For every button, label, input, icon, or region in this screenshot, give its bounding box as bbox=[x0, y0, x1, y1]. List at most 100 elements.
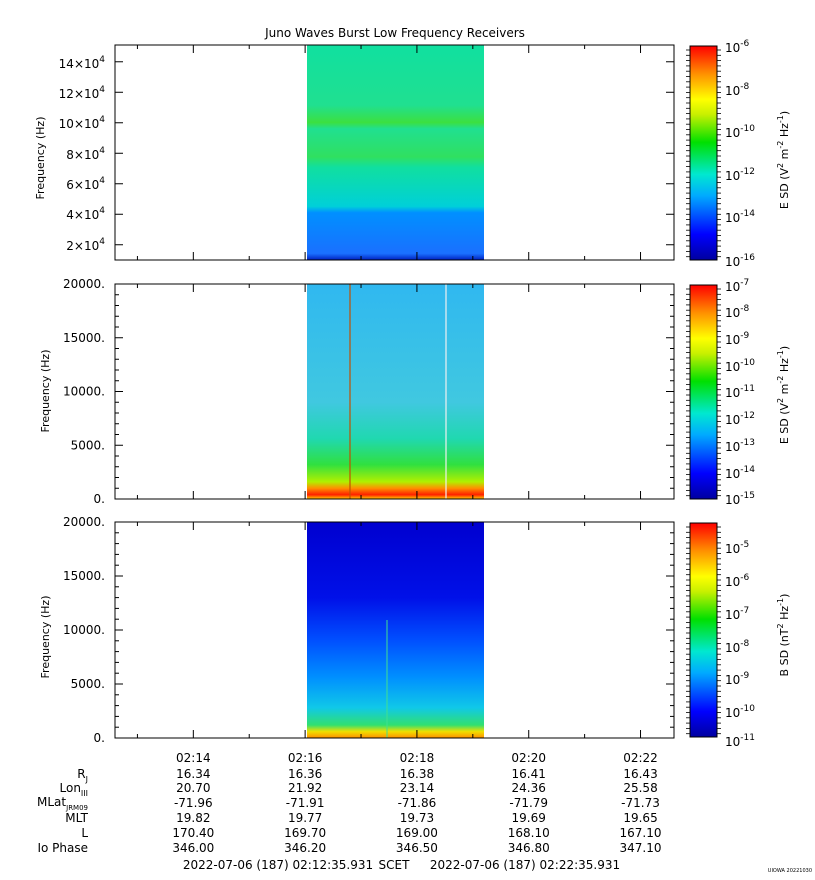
ephemeris-value: 25.58 bbox=[623, 781, 657, 795]
y-tick-label: 20000. bbox=[63, 515, 105, 529]
panel-1-frame bbox=[114, 44, 675, 261]
panel-3-y-ticks: 0. 5000. 10000. 15000. 20000. bbox=[63, 515, 105, 745]
ephemeris-value: -71.96 bbox=[174, 796, 213, 810]
y-tick-label: 0. bbox=[94, 731, 105, 745]
colorbar-3-tick: 10-9 bbox=[725, 671, 750, 687]
panel-1-ytick: 2×104 bbox=[66, 237, 105, 253]
ephemeris-value: 21.92 bbox=[288, 781, 322, 795]
ephemeris-value: -71.79 bbox=[509, 796, 548, 810]
colorbar-3-tick: 10-10 bbox=[725, 704, 755, 720]
colorbar-2-scale bbox=[689, 284, 718, 500]
ephemeris-value: 346.20 bbox=[284, 841, 326, 855]
panel-1-y-ticks: 2×104 4×104 6×104 8×104 10×104 12×104 14… bbox=[59, 55, 106, 253]
colorbar-3-scale bbox=[689, 522, 718, 738]
colorbar-2-tick: 10-13 bbox=[725, 438, 755, 454]
y-tick-label: 5000. bbox=[71, 438, 105, 452]
colorbar-3-label: B SD (nT2 Hz-1) bbox=[776, 594, 791, 677]
y-tick-label: 15000. bbox=[63, 569, 105, 583]
ephemeris-value: 20.70 bbox=[176, 781, 210, 795]
colorbar-3-tick: 10-8 bbox=[725, 639, 750, 655]
ephemeris-value: 16.43 bbox=[623, 767, 657, 781]
colorbar-1: 10-6 10-8 10-10 10-12 10-14 10-16 E SD (… bbox=[689, 39, 791, 269]
ephemeris-value: 16.34 bbox=[176, 767, 210, 781]
ephemeris-value: 19.65 bbox=[623, 811, 657, 825]
colorbar-3-tick: 10-6 bbox=[725, 573, 750, 589]
institution-stamp: UIOWA 20221030 bbox=[768, 868, 812, 874]
colorbar-2-label: E SD (V2 m-2 Hz-1) bbox=[776, 346, 791, 444]
time-tick-label: 02:20 bbox=[511, 751, 546, 765]
panel-1-spectrogram bbox=[307, 45, 484, 260]
ephemeris-value: -71.73 bbox=[621, 796, 660, 810]
colorbar-2-tick: 10-15 bbox=[725, 491, 755, 507]
y-tick-label: 15000. bbox=[63, 331, 105, 345]
ephemeris-value: 170.40 bbox=[172, 826, 214, 840]
panel-1-ytick: 14×104 bbox=[59, 55, 106, 71]
colorbar-2-tick: 10-9 bbox=[725, 331, 750, 347]
colorbar-3-tick: 10-11 bbox=[725, 733, 755, 749]
footer-start: 2022-07-06 (187) 02:12:35.931 bbox=[183, 858, 373, 872]
ephemeris-value: 24.36 bbox=[512, 781, 546, 795]
panel-2: Frequency (Hz) bbox=[39, 283, 675, 500]
panel-3-spectrogram bbox=[307, 522, 484, 738]
colorbar-3: 10-5 10-6 10-7 10-8 10-9 10-10 10-11 B S… bbox=[689, 522, 791, 749]
panel-2-y-ticks: 0. 5000. 10000. 15000. 20000. bbox=[63, 277, 105, 506]
ephemeris-value: 168.10 bbox=[508, 826, 550, 840]
ephemeris-value: 346.50 bbox=[396, 841, 438, 855]
ephemeris-value: 23.14 bbox=[400, 781, 434, 795]
time-tick-label: 02:22 bbox=[623, 751, 658, 765]
ephemeris-value: 19.73 bbox=[400, 811, 434, 825]
colorbar-1-tick: 10-8 bbox=[725, 82, 750, 98]
panel-3: Frequency (Hz) bbox=[39, 521, 675, 739]
time-tick-label: 02:18 bbox=[400, 751, 435, 765]
colorbar-1-tick: 10-16 bbox=[725, 253, 755, 269]
colorbar-1-tick: 10-14 bbox=[725, 209, 755, 225]
ephemeris-value: 19.69 bbox=[512, 811, 546, 825]
ephemeris-value: 169.70 bbox=[284, 826, 326, 840]
ephem-label-io: Io Phase bbox=[37, 841, 88, 855]
ephemeris-value: -71.91 bbox=[286, 796, 325, 810]
panel-1-ytick: 8×104 bbox=[66, 146, 105, 162]
y-tick-label: 10000. bbox=[63, 385, 105, 399]
panel-1-ytick: 10×104 bbox=[59, 115, 106, 131]
time-axis-labels: 02:14 02:16 02:18 02:20 02:22 bbox=[176, 751, 658, 765]
ephemeris-labels: RJ LonIII MLatJRM09 MLT L Io Phase bbox=[37, 767, 89, 855]
ephem-label-mlt: MLT bbox=[65, 811, 88, 825]
colorbar-2: 10-7 10-8 10-9 10-10 10-11 10-12 10-13 1… bbox=[689, 278, 791, 507]
footer-end: 2022-07-06 (187) 02:22:35.931 bbox=[430, 858, 620, 872]
colorbar-2-tick: 10-10 bbox=[725, 358, 755, 374]
colorbar-2-tick: 10-12 bbox=[725, 411, 755, 427]
panel-3-ylabel: Frequency (Hz) bbox=[39, 596, 52, 679]
y-tick-label: 20000. bbox=[63, 277, 105, 291]
y-tick-label: 10000. bbox=[63, 623, 105, 637]
ephemeris-value: 346.80 bbox=[508, 841, 550, 855]
ephemeris-value: 347.10 bbox=[620, 841, 662, 855]
panel-2-spectrogram bbox=[307, 284, 484, 499]
time-tick-label: 02:16 bbox=[288, 751, 323, 765]
ephemeris-value: 346.00 bbox=[172, 841, 214, 855]
time-tick-label: 02:14 bbox=[176, 751, 211, 765]
ephemeris-value: 16.38 bbox=[400, 767, 434, 781]
colorbar-2-tick: 10-7 bbox=[725, 278, 749, 294]
y-tick-label: 0. bbox=[94, 492, 105, 506]
figure-title: Juno Waves Burst Low Frequency Receivers bbox=[264, 26, 525, 40]
colorbar-2-tick: 10-11 bbox=[725, 384, 755, 400]
panel-1-ytick: 4×104 bbox=[66, 206, 105, 222]
colorbar-1-label: E SD (V2 m-2 Hz-1) bbox=[776, 111, 791, 209]
panel-1-ylabel: Frequency (Hz) bbox=[34, 117, 47, 200]
colorbar-3-tick: 10-7 bbox=[725, 606, 749, 622]
colorbar-2-tick: 10-14 bbox=[725, 465, 755, 481]
colorbar-3-tick: 10-5 bbox=[725, 540, 749, 556]
ephemeris-value: -71.86 bbox=[398, 796, 437, 810]
ephemeris-value: 16.41 bbox=[512, 767, 546, 781]
colorbar-1-tick: 10-12 bbox=[725, 167, 755, 183]
ephem-label-rj: RJ bbox=[77, 767, 88, 784]
panel-2-ylabel: Frequency (Hz) bbox=[39, 350, 52, 433]
y-tick-label: 5000. bbox=[71, 677, 105, 691]
ephemeris-value: 167.10 bbox=[620, 826, 662, 840]
colorbar-1-tick: 10-10 bbox=[725, 124, 755, 140]
ephemeris-value: 16.36 bbox=[288, 767, 322, 781]
ephemeris-value: 19.82 bbox=[176, 811, 210, 825]
colorbar-1-scale bbox=[689, 45, 718, 261]
